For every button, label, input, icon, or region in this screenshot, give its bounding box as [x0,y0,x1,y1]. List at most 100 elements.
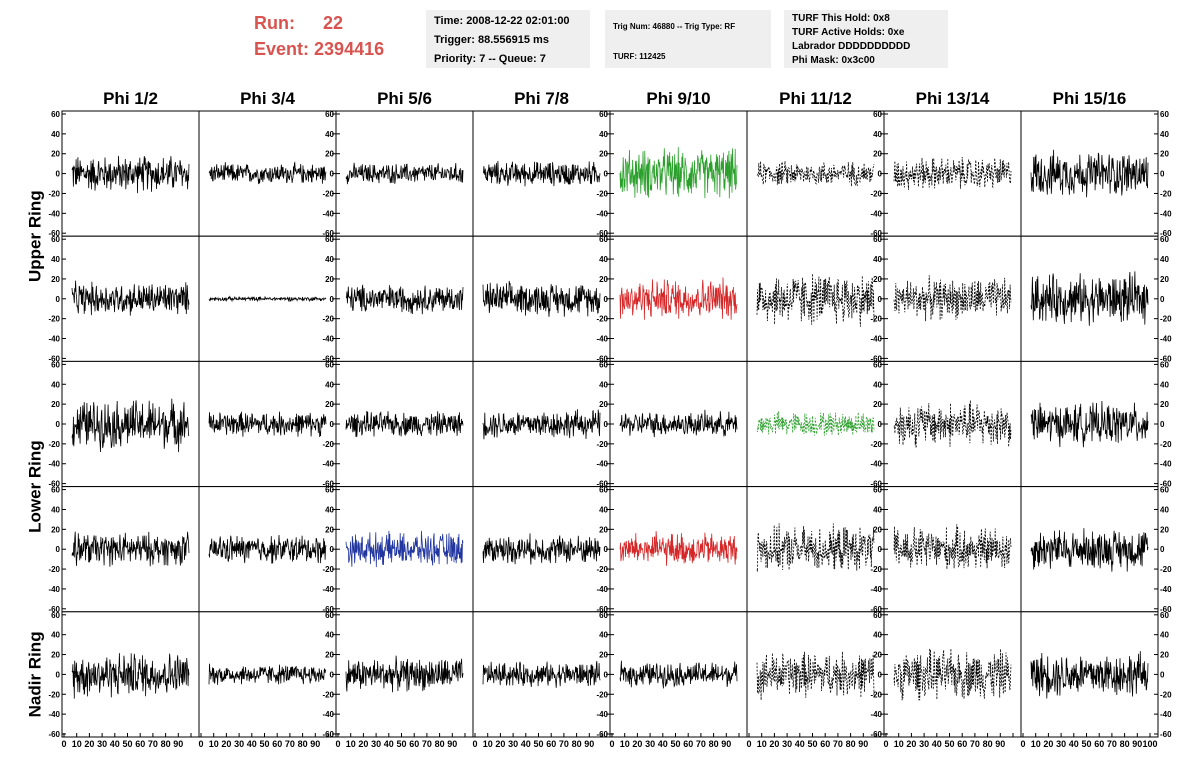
x-tick-label: 90 [1132,739,1142,749]
row-title: Lower Ring [25,440,44,533]
y-tick-label: -20 [1160,440,1172,449]
y-tick-label: -40 [322,710,334,719]
waveform-trace [482,533,601,565]
y-tick-label: -60 [870,354,882,363]
y-tick-label: 40 [325,505,334,514]
y-tick-label: 40 [51,505,60,514]
waveform-panel: -60 -40 -20 0 20 40 60 [1020,611,1172,739]
trigger-text: Trigger: 88.556915 ms [434,34,549,46]
y-tick-label: -60 [1160,730,1172,739]
y-tick-label: -60 [322,480,334,489]
column-title: Phi 1/2 [103,89,158,108]
y-tick-label: -40 [48,585,60,594]
y-tick-label: 60 [51,360,60,369]
x-tick-label: 80 [161,739,171,749]
waveform-panel: -60 -40 -20 0 20 40 60 [746,360,898,489]
waveform-panel: -60 -40 -20 0 20 40 60 [746,486,898,614]
x-tick-label: 60 [409,739,419,749]
y-tick-label: 60 [1160,110,1169,119]
panel-frame [609,360,748,488]
y-tick-label: -20 [48,440,60,449]
x-tick-label: 20 [358,739,368,749]
x-tick-label: 30 [97,739,107,749]
y-tick-label: -40 [1160,209,1172,218]
waveform-trace [482,409,601,440]
x-tick-label: 40 [521,739,531,749]
waveform-trace [482,280,601,317]
x-tick-label: 80 [572,739,582,749]
x-tick-label: 50 [396,739,406,749]
y-tick-label: 0 [604,295,609,304]
x-tick-label: 90 [310,739,320,749]
waveform-trace [208,663,327,685]
y-tick-label: 20 [873,400,882,409]
y-tick-label: -40 [870,585,882,594]
waveform-panel: -60 -40 -20 0 20 40 60 [1020,486,1172,614]
panel-frame [746,360,885,488]
turf-info-box: TURF This Hold: 0x8 TURF Active Holds: 0… [784,10,948,68]
y-tick-label: -60 [1160,229,1172,238]
waveform-panel: -60 -40 -20 0 20 40 60 [1020,360,1172,489]
y-tick-label: -60 [322,229,334,238]
panel-frame [472,360,611,488]
waveform-panel: -60 -40 -20 0 20 40 60 [322,235,474,363]
y-tick-label: -60 [322,605,334,614]
y-tick-label: 0 [1160,295,1165,304]
y-tick-label: -20 [596,690,608,699]
x-tick-label: 40 [658,739,668,749]
y-tick-label: 20 [325,400,334,409]
x-tick-label: 70 [970,739,980,749]
x-tick-label: 0 [609,739,614,749]
run-value: 22 [323,13,344,33]
y-tick-label: 0 [604,420,609,429]
y-tick-label: -40 [48,710,60,719]
y-tick-label: 60 [325,360,334,369]
y-tick-label: -20 [596,315,608,324]
waveform-trace [619,660,738,689]
y-tick-label: -20 [596,189,608,198]
y-tick-label: -60 [870,229,882,238]
y-tick-label: 60 [51,235,60,244]
waveform-trace [893,524,1012,570]
y-tick-label: 40 [325,130,334,139]
y-tick-label: -60 [870,605,882,614]
waveform-panel: -60 -40 -20 0 20 40 60 [1020,110,1172,238]
y-tick-label: 60 [599,110,608,119]
waveform-trace [345,530,464,568]
x-tick-label: 70 [148,739,158,749]
x-tick-label: 40 [247,739,257,749]
y-tick-label: 0 [1160,420,1165,429]
x-tick-label: 90 [584,739,594,749]
x-tick-label: 70 [696,739,706,749]
x-tick-label: 20 [769,739,779,749]
y-tick-label: 0 [56,295,61,304]
y-tick-label: -20 [48,189,60,198]
x-tick-label: 0 [883,739,888,749]
waveform-trace [208,411,327,438]
y-tick-label: 60 [599,235,608,244]
x-tick-label: 20 [84,739,94,749]
panel-frame [746,486,885,613]
waveform-panel: -60 -40 -20 0 20 40 60 [472,235,624,363]
y-tick-label: 40 [599,631,608,640]
y-tick-label: -20 [870,690,882,699]
y-tick-label: 0 [878,420,883,429]
waveform-trace [893,275,1012,322]
trigger-info-box: Trig Num: 46880 -- Trig Type: RF TURF: 1… [605,10,771,68]
y-tick-label: 60 [873,235,882,244]
x-tick-label: 60 [957,739,967,749]
column-title: Phi 3/4 [240,89,295,108]
y-tick-label: -40 [48,460,60,469]
y-tick-label: 0 [604,670,609,679]
y-tick-label: 40 [51,255,60,264]
x-tick-label: 20 [906,739,916,749]
y-tick-label: -60 [596,229,608,238]
y-tick-label: -40 [596,460,608,469]
y-tick-label: 20 [325,275,334,284]
y-tick-label: -60 [596,354,608,363]
run-line: Run: 22 [254,10,384,36]
y-tick-label: 40 [51,631,60,640]
event-header: Run: 22 Event: 2394416 Time: 2008-12-22 … [0,0,1196,80]
run-event-block: Run: 22 Event: 2394416 [254,10,384,62]
waveform-trace [619,277,738,320]
